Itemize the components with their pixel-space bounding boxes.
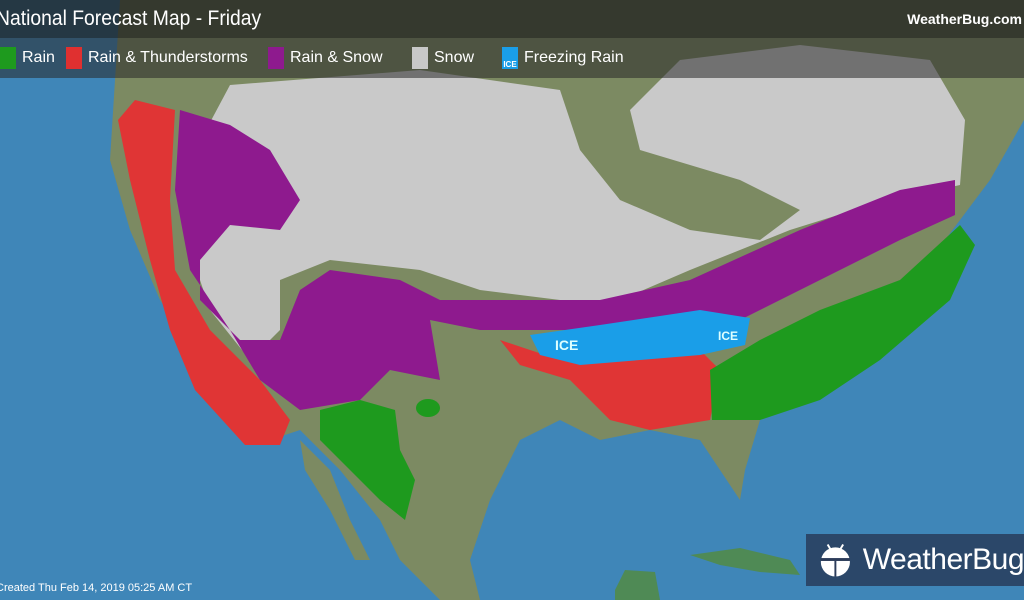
created-timestamp: Created Thu Feb 14, 2019 05:25 AM CT	[0, 582, 193, 594]
weatherbug-logo: WeatherBug	[806, 534, 1024, 586]
snow-region	[190, 45, 965, 360]
rain-region-east	[710, 225, 975, 420]
ice-label: ICE	[555, 337, 578, 353]
land-baja	[300, 440, 370, 560]
legend-item-rain-snow: Rain & Snow	[268, 47, 383, 69]
site-name[interactable]: WeatherBug.com	[907, 11, 1022, 27]
rain-snow-region	[175, 110, 955, 410]
ice-label: ICE	[718, 329, 738, 343]
legend: Rain Rain & Thunderstorms Rain & Snow Sn…	[0, 38, 1024, 78]
raindrop-icon	[0, 47, 16, 69]
freezing-rain-region	[530, 310, 750, 365]
thunderstorm-region	[118, 100, 290, 445]
legend-label: Snow	[434, 49, 475, 66]
thunderstorm-region-south	[500, 340, 720, 430]
land-yucatan	[615, 570, 660, 600]
legend-item-snow: Snow	[412, 47, 474, 69]
header-bar: National Forecast Map - Friday WeatherBu…	[0, 0, 1024, 38]
rain-region-small	[416, 399, 440, 417]
bug-icon	[820, 543, 850, 577]
legend-label: Freezing Rain	[524, 49, 624, 66]
rain-region-southwest	[320, 400, 415, 520]
legend-label: Rain & Thunderstorms	[88, 49, 248, 66]
snowflake-icon	[268, 47, 284, 69]
land-cuba	[690, 548, 800, 575]
legend-item-freezing-rain: ICE Freezing Rain	[502, 47, 624, 69]
lightning-icon	[66, 47, 82, 69]
snowflake-icon	[412, 47, 428, 69]
legend-label: Rain	[22, 49, 55, 66]
logo-text: WeatherBug	[862, 543, 1024, 576]
ice-icon: ICE	[502, 47, 518, 69]
legend-label: Rain & Snow	[290, 49, 383, 66]
legend-item-rain: Rain	[0, 47, 55, 69]
page-title: National Forecast Map - Friday	[0, 7, 262, 30]
legend-item-thunderstorms: Rain & Thunderstorms	[66, 47, 248, 69]
